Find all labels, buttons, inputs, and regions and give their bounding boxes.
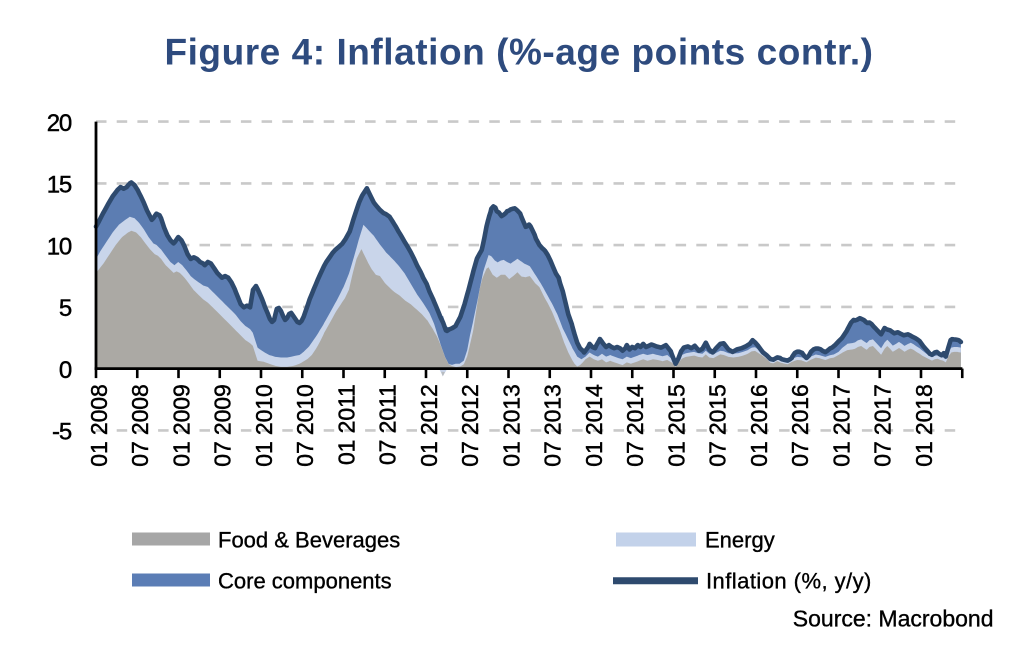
svg-text:-5: -5 bbox=[52, 419, 72, 446]
svg-text:07 2010: 07 2010 bbox=[292, 384, 318, 466]
svg-text:01 2011: 01 2011 bbox=[333, 384, 359, 465]
svg-text:Figure 4: Inflation (%-age poi: Figure 4: Inflation (%-age points contr.… bbox=[164, 31, 873, 72]
svg-text:Source: Macrobond: Source: Macrobond bbox=[793, 606, 994, 632]
svg-text:07 2016: 07 2016 bbox=[787, 384, 813, 466]
svg-text:01 2018: 01 2018 bbox=[911, 384, 937, 466]
svg-text:07 2014: 07 2014 bbox=[622, 384, 648, 467]
svg-text:01 2012: 01 2012 bbox=[416, 384, 442, 466]
svg-text:Core components: Core components bbox=[218, 569, 392, 594]
svg-text:07 2008: 07 2008 bbox=[127, 384, 153, 466]
svg-text:01 2016: 01 2016 bbox=[746, 384, 772, 466]
svg-text:07 2009: 07 2009 bbox=[210, 384, 236, 466]
svg-text:Inflation (%, y/y): Inflation (%, y/y) bbox=[706, 569, 872, 594]
svg-text:07 2017: 07 2017 bbox=[870, 384, 896, 466]
svg-text:01 2009: 01 2009 bbox=[168, 384, 194, 466]
svg-text:01 2015: 01 2015 bbox=[663, 384, 689, 466]
svg-text:01 2017: 01 2017 bbox=[828, 384, 854, 466]
svg-text:07 2011: 07 2011 bbox=[375, 384, 401, 465]
svg-text:01 2014: 01 2014 bbox=[581, 384, 607, 467]
svg-text:0: 0 bbox=[59, 357, 72, 384]
svg-text:10: 10 bbox=[47, 233, 72, 260]
svg-text:01 2013: 01 2013 bbox=[498, 384, 524, 466]
svg-text:20: 20 bbox=[47, 110, 72, 137]
svg-text:07 2015: 07 2015 bbox=[705, 384, 731, 466]
svg-text:01 2008: 01 2008 bbox=[86, 384, 112, 466]
svg-text:15: 15 bbox=[47, 172, 72, 199]
svg-text:01 2010: 01 2010 bbox=[251, 384, 277, 466]
svg-text:07 2012: 07 2012 bbox=[457, 384, 483, 466]
svg-text:07 2013: 07 2013 bbox=[540, 384, 566, 466]
svg-text:5: 5 bbox=[59, 295, 72, 322]
svg-text:Energy: Energy bbox=[705, 528, 775, 553]
svg-text:Food & Beverages: Food & Beverages bbox=[218, 528, 400, 553]
